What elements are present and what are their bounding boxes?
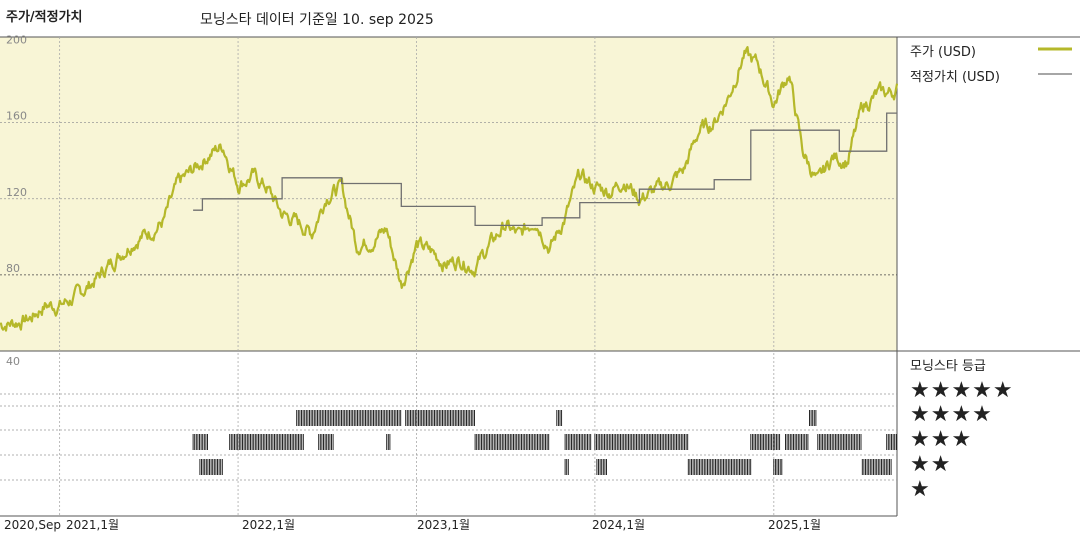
rating-bar [556,410,563,426]
rating-bar [199,459,223,475]
rating-bar [386,434,391,450]
rating-bar [594,434,689,450]
x-tick-label: 2023,1월 [417,518,470,532]
y-tick-label: 160 [6,110,27,123]
y-tick-label: 80 [6,262,20,275]
rating-5-stars: ★★★★★ [910,378,1014,403]
rating-bar [886,434,897,450]
rating-1-star: ★ [910,477,931,502]
rating-bar [296,410,402,426]
legend-price-label: 주가 (USD) [910,45,976,60]
x-tick-label: 2020,Sep [4,518,61,532]
y-tick-label: 200 [6,34,27,47]
rating-bar [405,410,475,426]
y-tick-label: 40 [6,355,20,368]
y-tick-label: 120 [6,186,27,199]
rating-3-stars: ★★★ [910,427,973,452]
rating-bar [474,434,550,450]
fair-value-line [193,112,897,227]
x-tick-label: 2021,1월 [66,518,119,532]
rating-2-stars: ★★ [910,452,952,477]
rating-bar [817,434,862,450]
data-date-note: 모닝스타 데이터 기준일 10. sep 2025 [200,12,434,28]
rating-bar [229,434,304,450]
rating-4-stars: ★★★★ [910,402,993,427]
rating-bar [861,459,892,475]
rating-bar [564,459,569,475]
chart-title: 주가/적정가치 [6,10,83,25]
rating-bar [596,459,607,475]
rating-bar [750,434,781,450]
rating-bar [809,410,817,426]
rating-bar [785,434,809,450]
rating-bar [564,434,592,450]
price-panel-background [0,37,897,351]
rating-bar [773,459,783,475]
rating-bar [687,459,752,475]
x-tick-label: 2024,1월 [592,518,645,532]
legend-fair-label: 적정가치 (USD) [910,70,1000,85]
x-tick-label: 2025,1월 [768,518,821,532]
rating-section-title: 모닝스타 등급 [910,359,986,374]
price-line [0,46,899,332]
rating-bar [192,434,208,450]
rating-bar [318,434,334,450]
x-tick-label: 2022,1월 [242,518,295,532]
